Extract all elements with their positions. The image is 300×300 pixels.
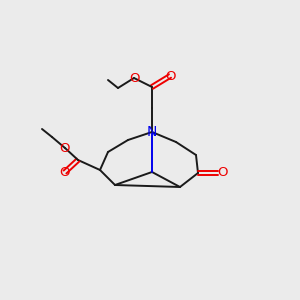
Text: O: O <box>60 142 70 154</box>
Text: O: O <box>218 167 228 179</box>
Text: O: O <box>60 166 70 178</box>
Text: N: N <box>147 125 157 139</box>
Text: O: O <box>165 70 175 83</box>
Text: O: O <box>129 71 139 85</box>
